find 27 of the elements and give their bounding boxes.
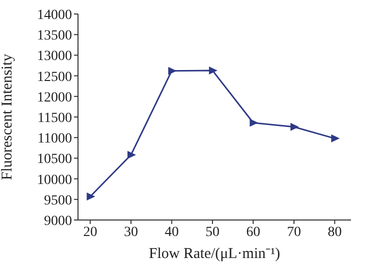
x-tick-label: 70 <box>286 224 301 240</box>
x-tick-label: 30 <box>124 224 138 240</box>
point <box>250 118 258 127</box>
point <box>86 192 96 201</box>
point <box>331 134 340 142</box>
x-tick-label: 20 <box>83 224 98 240</box>
point <box>208 66 218 74</box>
y-tick-label: 12500 <box>37 70 72 85</box>
y-tick-label: 14000 <box>37 8 72 23</box>
x-tick-label: 40 <box>164 224 179 240</box>
x-tick-label: 50 <box>205 224 220 240</box>
y-tick-label: 11000 <box>38 132 72 147</box>
y-axis-title: Fluorescent Intensity <box>0 53 16 180</box>
y-tick-label: 13500 <box>37 28 72 44</box>
x-tick-label: 60 <box>246 224 260 240</box>
y-tick-label: 11500 <box>38 110 72 126</box>
point <box>290 122 299 131</box>
x-axis-title: Flow Rate/(μL·min⁻¹) <box>148 246 280 262</box>
point <box>168 66 177 75</box>
y-tick-label: 13000 <box>37 49 72 64</box>
y-tick-label: 10000 <box>37 172 72 188</box>
y-tick-label: 9500 <box>44 193 72 208</box>
y-tick-label: 10500 <box>37 152 72 168</box>
y-tick-label: 9000 <box>44 214 72 229</box>
y-tick-label: 12000 <box>37 90 72 106</box>
x-tick-label: 80 <box>328 224 342 240</box>
point <box>127 150 136 159</box>
